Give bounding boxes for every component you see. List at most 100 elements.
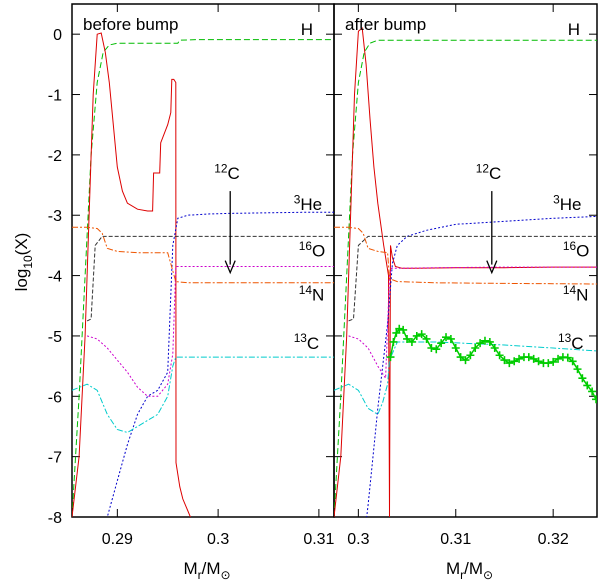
data-point-13c <box>500 356 509 365</box>
arrow-head <box>224 260 236 275</box>
label-13c: 13C <box>558 331 584 353</box>
text-layer: 0 -1 -2 -3 -4 -5 -6 -7 -8 log10(X) 0.29 0.3 0.31 befo… <box>12 15 589 581</box>
data-point-13c <box>432 345 441 354</box>
panel-right <box>334 27 597 517</box>
label-3he: 3He <box>553 192 581 214</box>
x-axis-label-left: Mr/M⊙ <box>183 559 230 581</box>
data-point-13c <box>461 356 470 365</box>
series-16o-line <box>348 266 597 380</box>
data-point-13c <box>534 357 543 366</box>
data-point-13c <box>451 344 460 353</box>
data-point-13c <box>524 353 533 362</box>
x-tick-label: 0.31 <box>440 531 471 548</box>
label-h: H <box>301 20 313 39</box>
arrow-head <box>486 260 498 275</box>
data-point-13c <box>471 344 480 353</box>
y-tick-label: -7 <box>48 450 62 467</box>
data-point-13c <box>529 354 538 363</box>
data-point-13c <box>437 339 446 348</box>
data-point-13c <box>583 381 592 390</box>
data-point-13c <box>578 374 587 383</box>
series-12c-line <box>72 32 191 517</box>
panel-frame-left <box>71 3 335 518</box>
data-point-13c <box>568 357 577 366</box>
data-point-13c <box>395 324 404 333</box>
series-3he-line <box>366 215 597 517</box>
data-point-13c <box>510 357 519 366</box>
data-point-13c <box>427 344 436 353</box>
panel-left <box>72 32 334 517</box>
x-tick-label: 0.3 <box>347 531 369 548</box>
data-point-13c <box>563 353 572 362</box>
data-point-13c <box>422 334 431 343</box>
series-group-right <box>334 27 597 517</box>
x-tick-label: 0.31 <box>303 531 334 548</box>
data-point-13c <box>592 395 597 404</box>
series-h-line <box>72 39 334 517</box>
panel-title-right: after bump <box>345 15 426 34</box>
axes-layer <box>71 3 598 518</box>
series-3he-plateau-line <box>86 235 334 322</box>
data-point-13c <box>554 354 563 363</box>
data-point-13c <box>485 337 494 346</box>
series-13c-line <box>72 356 334 434</box>
data-point-13c <box>389 337 398 346</box>
series-12c-line <box>334 27 597 517</box>
data-point-13c <box>480 336 489 345</box>
data-point-13c <box>392 328 401 337</box>
y-tick-label: -1 <box>48 88 62 105</box>
data-point-13c <box>446 334 455 343</box>
y-tick-label: -2 <box>48 148 62 165</box>
data-point-13c <box>403 334 412 343</box>
x-tick-label: 0.3 <box>207 531 229 548</box>
y-tick-label: -5 <box>48 329 62 346</box>
label-14n: 14N <box>563 283 589 305</box>
x-tick-label: 0.29 <box>102 531 133 548</box>
x-tick-label: 0.32 <box>538 531 569 548</box>
label-12c-arrow: 12C <box>476 161 502 183</box>
series-group-left <box>72 32 334 517</box>
panel-title-left: before bump <box>83 15 178 34</box>
series-3he-plateau-line <box>348 235 597 322</box>
series-14n-line <box>72 226 334 284</box>
data-point-13c <box>456 353 465 362</box>
label-13c: 13C <box>294 331 320 353</box>
series-layer <box>72 27 597 517</box>
data-point-13c <box>549 357 558 366</box>
series-14n-line <box>334 226 597 285</box>
data-point-13c <box>490 344 499 353</box>
data-point-13c <box>399 325 408 334</box>
data-point-13c <box>466 351 475 360</box>
data-point-13c <box>505 359 514 368</box>
data-point-13c <box>573 365 582 374</box>
data-point-13c <box>588 387 597 396</box>
data-point-13c <box>544 359 553 368</box>
data-point-13c <box>412 331 421 340</box>
label-3he: 3He <box>294 192 322 214</box>
label-h: H <box>568 20 580 39</box>
y-axis-label: log10(X) <box>12 233 35 292</box>
label-16o: 16O <box>299 239 325 261</box>
data-point-13c <box>476 339 485 348</box>
data-point-13c <box>515 354 524 363</box>
data-point-13c <box>407 337 416 346</box>
series-13c-line <box>334 341 597 416</box>
label-12c-arrow: 12C <box>214 161 240 183</box>
label-14n: 14N <box>299 283 325 305</box>
y-tick-label: -6 <box>48 389 62 406</box>
x-axis-label-right: Mr/M⊙ <box>446 559 493 581</box>
y-tick-label: -8 <box>48 510 62 527</box>
data-point-13c <box>386 353 395 362</box>
series-3he-line <box>106 211 334 517</box>
data-point-13c <box>442 333 451 342</box>
y-tick-label: -3 <box>48 208 62 225</box>
panel-frame-right <box>333 3 598 518</box>
data-point-13c <box>495 351 504 360</box>
series-16o-line <box>86 266 334 397</box>
series-h-line <box>334 39 597 517</box>
data-point-13c <box>417 330 426 339</box>
y-tick-label: -4 <box>48 269 62 286</box>
label-16o: 16O <box>563 239 589 261</box>
y-tick-label: 0 <box>53 27 62 44</box>
